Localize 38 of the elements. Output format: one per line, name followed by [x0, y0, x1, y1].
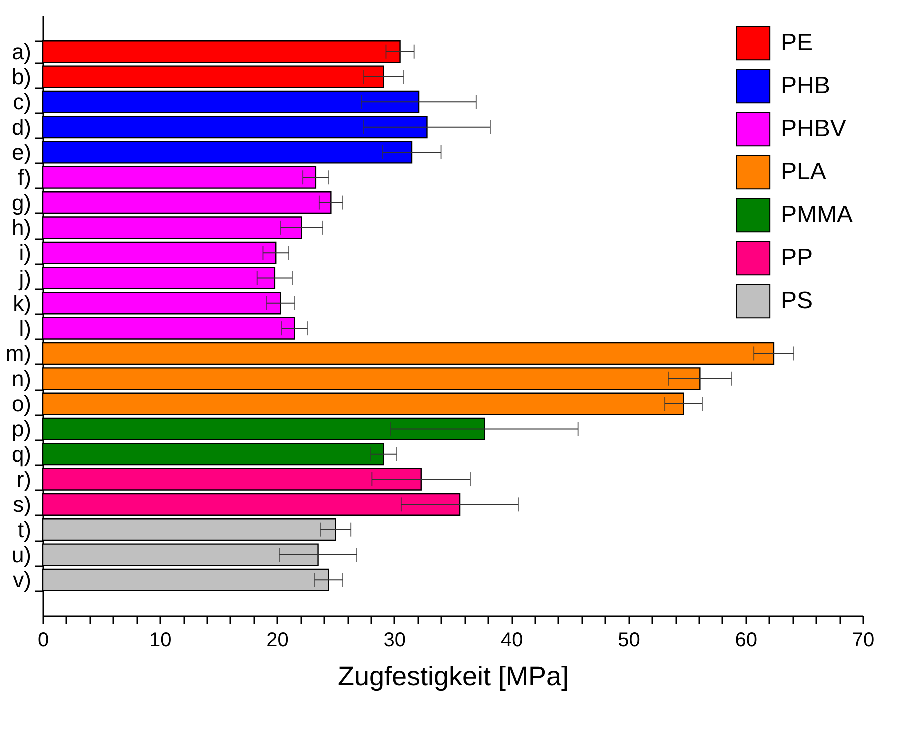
x-axis-title: Zugfestigkeit [MPa]	[338, 662, 570, 692]
y-tick-label: a)	[12, 39, 32, 64]
legend-label: PS	[781, 288, 814, 314]
y-tick-label: l)	[19, 316, 32, 342]
x-tick-label: 30	[384, 630, 406, 652]
legend-label: PHB	[781, 72, 830, 100]
y-tick-label: n)	[12, 366, 32, 392]
y-tick-label: b)	[12, 64, 32, 90]
legend-label: PMMA	[781, 202, 853, 228]
y-tick-label: h)	[12, 215, 32, 240]
y-tick-label: i)	[19, 240, 32, 266]
y-tick-label: p)	[12, 416, 32, 442]
y-tick-label: f)	[18, 165, 32, 190]
y-tick-label: d)	[12, 114, 32, 140]
y-tick-label: q)	[12, 442, 32, 467]
legend-label: PE	[781, 30, 814, 56]
y-tick-label: v)	[13, 568, 32, 593]
x-tick-label: 20	[266, 630, 289, 652]
y-tick-label: r)	[16, 467, 32, 492]
y-tick-label: j)	[18, 266, 32, 291]
y-tick-label: s)	[13, 492, 32, 518]
x-tick-label: 40	[500, 630, 524, 652]
legend-label: PP	[781, 244, 814, 272]
legend-label: PHBV	[781, 116, 846, 142]
legend-label: PLA	[781, 158, 826, 186]
x-tick-label: 10	[150, 630, 172, 652]
y-tick-label: m)	[6, 341, 32, 366]
y-tick-label: k)	[13, 290, 32, 316]
y-tick-label: g)	[12, 190, 32, 216]
x-tick-label: 0	[38, 630, 50, 652]
x-tick-label: 50	[618, 630, 640, 652]
y-tick-label: u)	[12, 542, 32, 568]
x-tick-label: 60	[735, 630, 758, 652]
y-tick-label: e)	[12, 140, 32, 165]
x-tick-label: 70	[852, 630, 875, 652]
y-tick-label: c)	[13, 90, 32, 115]
y-tick-label: t)	[18, 517, 32, 542]
y-tick-label: o)	[12, 392, 32, 417]
